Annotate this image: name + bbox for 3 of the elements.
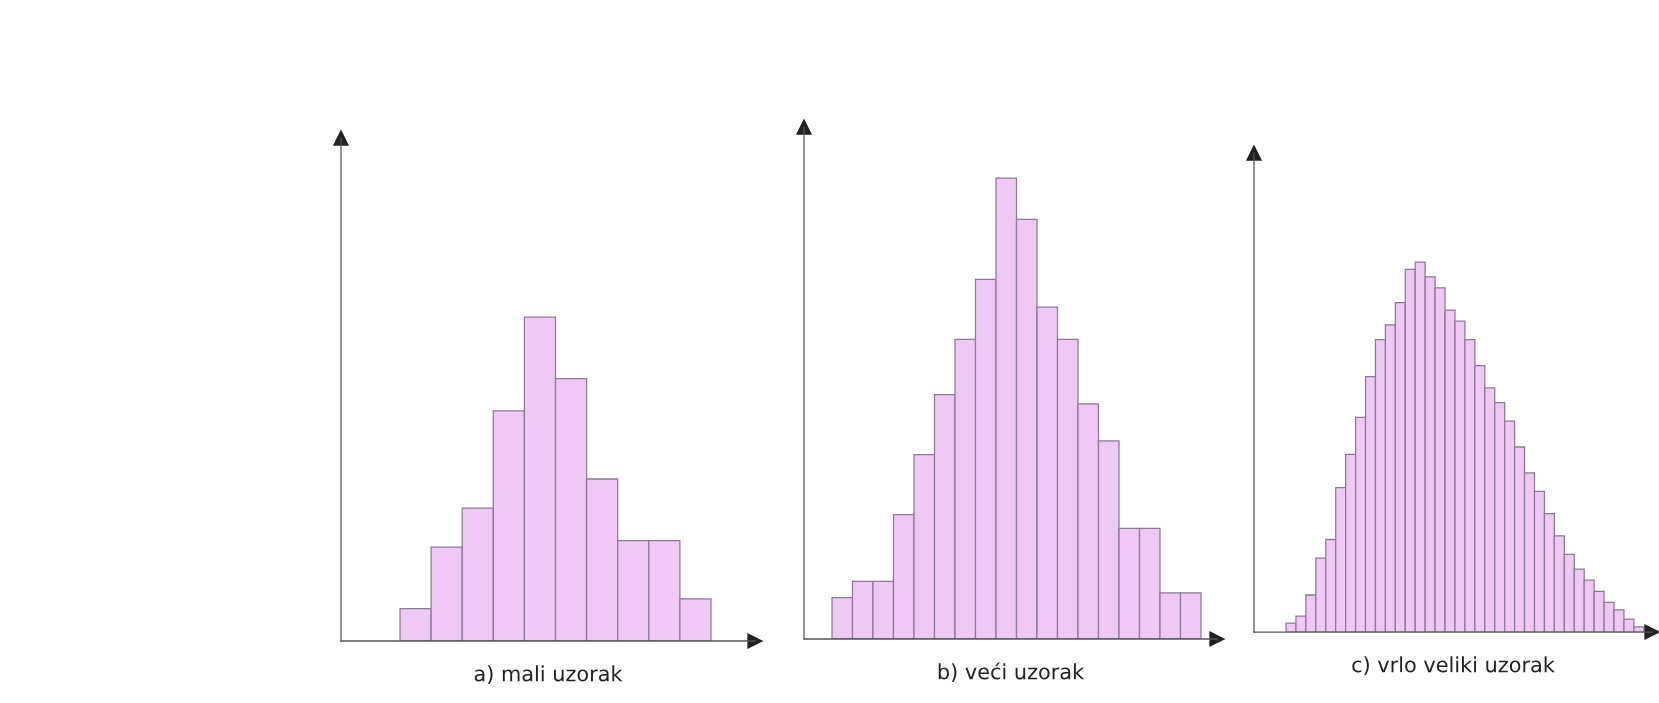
x-axis-title: b) veći uzorak [938, 662, 1085, 682]
x-axis-title: c) vrlo veliki uzorak [1352, 656, 1555, 675]
x-axis-title: a) mali uzorak [474, 665, 623, 684]
